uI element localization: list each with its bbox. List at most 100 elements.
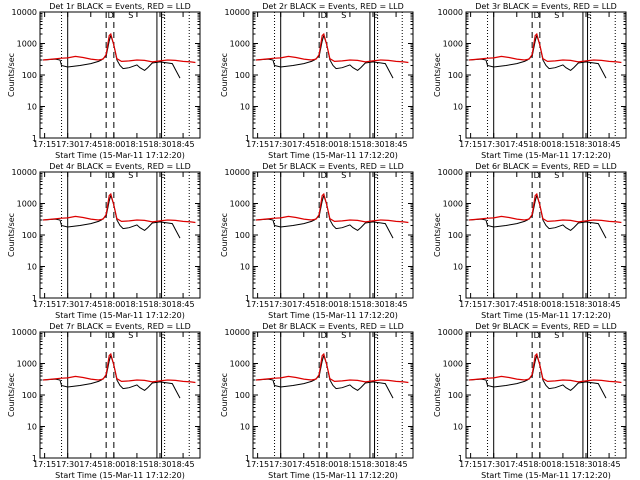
x-tick-label: 18:45 [385,300,408,309]
x-tick-label: 18:30 [148,140,171,149]
marker-label: E [587,331,592,340]
y-tick-label: 10000 [225,328,250,337]
x-tick-label: 17:15 [246,460,269,469]
x-tick-label: 18:45 [172,460,195,469]
marker-label: S [128,171,133,180]
x-tick-label: 18:15 [551,140,574,149]
y-tick-label: 10 [453,103,463,112]
detector-plot: Det 2r BLACK = Events, RED = LLD 1 10 100 10… [220,2,414,160]
x-tick-label: 18:30 [361,140,384,149]
x-tick-label: 17:30 [56,300,79,309]
x-tick-label: 18:15 [125,140,148,149]
x-tick-label: 17:45 [79,300,102,309]
x-tick-label: 18:15 [338,460,361,469]
marker-label: S [128,11,133,20]
plot-title: Det 4r BLACK = Events, RED = LLD [49,162,191,171]
y-tick-label: 10 [240,103,250,112]
x-tick-label: 17:30 [56,140,79,149]
y-tick-label: 10000 [12,328,37,337]
detector-plot: Det 5r BLACK = Events, RED = LLD 1 10 100 10… [220,162,414,320]
x-tick-label: 18:45 [598,460,621,469]
marker-label: E [374,171,379,180]
x-tick-label: 17:15 [33,300,56,309]
y-tick-label: 1 [245,294,250,303]
marker-label: S [341,331,346,340]
x-tick-label: 18:15 [125,300,148,309]
detector-plot: Det 9r BLACK = Events, RED = LLD 1 10 100 10… [433,322,627,480]
y-tick-label: 10 [27,423,37,432]
y-tick-label: 1 [32,294,37,303]
marker-label: D [108,331,114,340]
x-axis-label: Start Time (15-Mar-11 17:12:20) [55,311,185,320]
x-tick-label: 18:45 [385,460,408,469]
marker-label: E [374,331,379,340]
y-tick-label: 100 [448,391,463,400]
y-tick-label: 1 [458,294,463,303]
y-tick-label: 1000 [230,360,250,369]
y-axis-label: Counts/sec [7,213,16,257]
lld-series [43,192,196,224]
plot-frame [252,11,414,139]
lld-series [469,32,622,64]
y-tick-label: 1 [245,134,250,143]
x-tick-label: 18:15 [551,460,574,469]
plot-title: Det 9r BLACK = Events, RED = LLD [475,322,617,331]
x-tick-label: 18:15 [338,300,361,309]
lld-series [43,352,196,384]
x-tick-label: 17:30 [269,140,292,149]
y-tick-label: 1000 [17,200,37,209]
x-tick-label: 17:45 [505,300,528,309]
x-tick-label: 17:45 [79,460,102,469]
lld-series [256,192,409,224]
x-tick-label: 18:00 [315,300,338,309]
y-tick-label: 10000 [12,168,37,177]
events-series [256,33,394,79]
x-tick-label: 17:45 [505,140,528,149]
x-tick-label: 17:30 [482,140,505,149]
x-tick-label: 18:00 [102,300,125,309]
x-tick-label: 17:30 [482,460,505,469]
x-tick-label: 17:15 [459,140,482,149]
y-tick-label: 10000 [438,168,463,177]
y-tick-label: 100 [235,71,250,80]
x-tick-label: 18:15 [125,460,148,469]
x-tick-label: 18:45 [598,140,621,149]
detector-plot: Det 3r BLACK = Events, RED = LLD 1 10 100 10… [433,2,627,160]
x-tick-label: 17:15 [459,300,482,309]
y-tick-label: 10 [27,263,37,272]
marker-label: E [374,11,379,20]
x-axis-label: Start Time (15-Mar-11 17:12:20) [481,311,611,320]
x-tick-label: 18:00 [102,140,125,149]
x-axis-label: Start Time (15-Mar-11 17:12:20) [481,151,611,160]
y-tick-label: 1000 [443,200,463,209]
x-tick-label: 17:15 [246,300,269,309]
marker-label: D [534,171,540,180]
x-tick-label: 17:30 [56,460,79,469]
x-tick-label: 17:15 [246,140,269,149]
y-tick-label: 1000 [230,200,250,209]
y-tick-label: 10 [240,423,250,432]
plot-title: Det 5r BLACK = Events, RED = LLD [262,162,404,171]
x-axis-label: Start Time (15-Mar-11 17:12:20) [268,151,398,160]
y-tick-label: 10000 [12,8,37,17]
x-tick-label: 18:30 [361,460,384,469]
plot-title: Det 2r BLACK = Events, RED = LLD [262,2,404,11]
x-tick-label: 18:30 [574,140,597,149]
y-tick-label: 10 [453,263,463,272]
plot-title: Det 8r BLACK = Events, RED = LLD [262,322,404,331]
y-tick-label: 100 [22,71,37,80]
x-tick-label: 18:00 [315,460,338,469]
x-tick-label: 18:30 [148,300,171,309]
x-tick-label: 18:00 [528,140,551,149]
y-tick-label: 100 [22,391,37,400]
x-tick-label: 17:15 [33,140,56,149]
y-axis-label: Counts/sec [433,53,442,97]
x-tick-label: 18:30 [361,300,384,309]
x-tick-label: 18:15 [338,140,361,149]
y-tick-label: 1 [32,134,37,143]
marker-label: D [534,331,540,340]
marker-label: E [587,171,592,180]
x-tick-label: 18:45 [172,140,195,149]
plot-frame [39,331,201,459]
